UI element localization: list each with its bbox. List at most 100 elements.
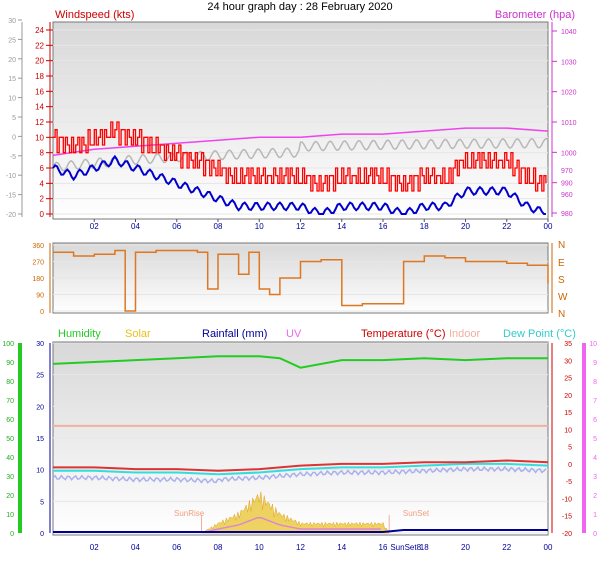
temp-tick-label: 15 (8, 76, 16, 83)
x-tick-label: 06 (172, 543, 181, 552)
rain-tick-label: 25 (36, 373, 44, 380)
temp-tick-label: 10 (564, 427, 572, 434)
compass-label: N (558, 240, 565, 251)
wind-panel (52, 21, 549, 220)
temp-tick-label: -5 (10, 154, 16, 161)
rain-tick-label: 10 (36, 468, 44, 475)
legend-uv: UV (286, 328, 302, 340)
temp-tick-label: -15 (562, 514, 572, 521)
humidity-tick-label: 10 (6, 512, 14, 519)
uv-axis-bar (582, 343, 586, 533)
temp-tick-label: -15 (6, 193, 16, 200)
x-tick-label: 06 (172, 222, 181, 231)
x-tick-label: 10 (255, 543, 264, 552)
humidity-tick-label: 70 (6, 398, 14, 405)
rain-tick-label: 20 (36, 404, 44, 411)
windgust-line (53, 121, 547, 192)
rain-tick-label: 30 (36, 341, 44, 348)
sunrise-label: SunRise (174, 509, 205, 518)
compass-label: W (558, 292, 568, 303)
barometer-line (52, 127, 549, 157)
baro-tick-label: 1010 (561, 120, 577, 127)
wind-tick-label: 14 (35, 103, 44, 112)
legend-dewpoint: Dew Point (°C) (503, 328, 576, 340)
baro-tick-label: 980 (561, 211, 573, 218)
x-tick-label: 22 (502, 222, 511, 231)
temp-tick-label: 10 (8, 96, 16, 103)
temp-tick-label: -10 (562, 496, 572, 503)
wind-tick-label: 6 (40, 164, 45, 173)
x-tick-label: 00 (544, 543, 553, 552)
baro-tick-label: 1030 (561, 59, 577, 66)
temp-tick-label: -5 (566, 479, 572, 486)
temp-tick-label: 30 (564, 358, 572, 365)
baro-tick-label: 1000 (561, 150, 577, 157)
x-tick-label: 18 (420, 543, 429, 552)
legend-humidity: Humidity (58, 328, 101, 340)
baro-tick-label: 1020 (561, 90, 577, 97)
humidity-tick-label: 50 (6, 436, 14, 443)
x-tick-label: 16 (379, 222, 388, 231)
x-tick-label: 04 (131, 543, 140, 552)
direction-tick-label: 0 (40, 309, 44, 316)
x-tick-label: 16 (379, 543, 388, 552)
humidity-tick-label: 90 (6, 360, 14, 367)
x-tick-label: 02 (90, 543, 99, 552)
temp-tick-label: 20 (8, 57, 16, 64)
wind-tick-label: 0 (40, 210, 45, 219)
humidity-tick-label: 100 (2, 341, 14, 348)
temperature-line (52, 137, 549, 172)
temp-tick-label: 5 (12, 115, 16, 122)
direction-tick-label: 270 (32, 260, 44, 267)
temp-tick-label: -20 (562, 531, 572, 538)
direction-tick-label: 180 (32, 276, 44, 283)
x-tick-label: 08 (214, 543, 223, 552)
wind-axis-label: Windspeed (kts) (55, 9, 134, 21)
wind-tick-label: 24 (35, 26, 44, 35)
temp-tick-label: -10 (6, 173, 16, 180)
uv-tick-label: 6 (593, 417, 597, 424)
wind-tick-label: 12 (35, 118, 44, 127)
uv-tick-label: 10 (589, 341, 597, 348)
dewpoint-line (53, 462, 549, 476)
wind-tick-label: 16 (35, 87, 44, 96)
solar-area (200, 491, 390, 534)
legend-temperature: Temperature (°C) (361, 328, 445, 340)
direction-tick-label: 360 (32, 243, 44, 250)
uv-line (207, 517, 381, 533)
humidity-tick-label: 30 (6, 474, 14, 481)
humidity-axis-bar (18, 343, 22, 533)
rain-tick-label: 15 (36, 436, 44, 443)
x-tick-label: 12 (296, 543, 305, 552)
rainfall-line (53, 529, 548, 533)
baro-axis-label: Barometer (hpa) (495, 9, 575, 21)
uv-tick-label: 2 (593, 493, 597, 500)
sunset-label: SunSet (403, 509, 430, 518)
x-tick-label: 00 (544, 222, 553, 231)
temp-tick-label: 30 (8, 18, 16, 25)
legend-indoor: Indoor (449, 328, 481, 340)
temp-tick-label: 0 (568, 462, 572, 469)
uv-tick-label: 4 (593, 455, 597, 462)
apparent-temperature-line (52, 465, 547, 484)
uv-tick-label: 5 (593, 436, 597, 443)
wind-tick-label: 18 (35, 72, 44, 81)
legend-solar: Solar (125, 328, 151, 340)
direction-tick-label: 90 (36, 293, 44, 300)
rain-tick-label: 5 (40, 499, 44, 506)
compass-label: S (558, 275, 565, 286)
temp-tick-label: 25 (8, 37, 16, 44)
baro-tick-label: 970 (561, 168, 573, 175)
x-tick-label: 20 (461, 543, 470, 552)
rain-tick-label: 0 (40, 531, 44, 538)
x-tick-label: 10 (255, 222, 264, 231)
humidity-tick-label: 40 (6, 455, 14, 462)
uv-tick-label: 3 (593, 474, 597, 481)
temp-tick-label: 35 (564, 341, 572, 348)
x-tick-label: 08 (214, 222, 223, 231)
graph-title: 24 hour graph day : 28 February 2020 (207, 1, 392, 13)
legend-rainfall: Rainfall (mm) (202, 328, 267, 340)
x-tick-label: 12 (296, 222, 305, 231)
uv-tick-label: 8 (593, 379, 597, 386)
